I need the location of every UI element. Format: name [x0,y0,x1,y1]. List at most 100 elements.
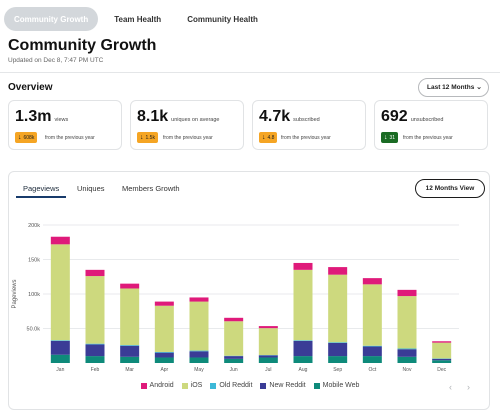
bar-segment [224,358,244,363]
chart-card: Pageviews Uniques Members Growth 12 Mont… [8,171,490,410]
arrow-down-icon: ↓ [18,134,22,141]
overview-heading: Overview [8,82,53,93]
prev-page-icon[interactable]: ‹ [449,382,452,392]
bar-segment [189,297,209,302]
bar-segment [120,288,140,346]
bar-segment [189,301,209,351]
x-tick-label: Nov [403,367,412,373]
chart-legend: Android iOS Old Reddit New Reddit Mobile Web [9,382,491,389]
bar-segment [154,357,174,363]
bar-segment [85,343,105,345]
bar-segment [224,317,244,322]
date-range-label: Last 12 Months [427,84,475,91]
bar-segment [328,342,348,357]
bar-segment [120,345,140,346]
tab-community-growth[interactable]: Community Growth [4,7,99,31]
bar-segment [85,276,105,344]
bar-segment [224,356,244,359]
bar-segment [120,345,140,357]
delta-value: 1.5k [145,134,155,141]
bar-segment [189,350,209,352]
delta-badge: ↓ 1.5k [137,132,158,143]
compare-text: from the previous year [45,135,95,141]
bar-segment [432,360,452,363]
bar-segment [397,296,417,349]
bar-segment [154,352,174,358]
x-tick-label: May [194,367,204,373]
legend-label: Mobile Web [322,382,360,389]
y-tick-label: 50.0k [27,327,41,333]
bar-segment [328,342,348,343]
legend-swatch [181,382,188,389]
bar-segment [50,340,70,341]
bar-segment [362,346,382,357]
delta-value: 608k [23,134,35,141]
bar-segment [328,274,348,343]
bar-segment [258,355,278,358]
bar-segment [154,305,174,352]
bar-segment [432,342,452,359]
arrow-down-icon: ↓ [140,134,144,141]
stat-card-subscribed: 4.7k subscribed ↓ 4.8 from the previous ye… [252,100,366,150]
legend-item[interactable]: New Reddit [260,382,306,389]
legend-item[interactable]: Android [140,382,174,389]
legend-swatch [140,382,147,389]
date-range-select[interactable]: Last 12 Months ⌄ [418,78,489,97]
stat-value: 692 [381,108,408,125]
x-tick-label: Feb [91,367,100,373]
bar-segment [397,349,417,357]
bar-segment [397,356,417,363]
delta-value: 4.8 [267,134,275,141]
bar-segment [50,354,70,363]
chart-tab-uniques[interactable]: Uniques [77,184,105,193]
pageviews-chart: 50.0k 100k 150k 200k Pageviews Jan Feb Mar Apr Ma… [12,223,459,373]
x-tick-label: Sep [333,367,342,373]
bar-segment [397,348,417,350]
stat-value: 4.7k [259,108,291,125]
tab-team-health[interactable]: Team Health [114,14,162,24]
bar-segment [258,326,278,329]
x-tick-label: Jul [265,367,271,373]
bar-segment [120,283,140,289]
stat-value: 8.1k [137,108,169,125]
bar-segment [85,269,105,277]
y-tick-label: 200k [28,223,40,229]
divider [0,72,500,73]
bar-segment [293,269,313,341]
legend-label: iOS [190,382,203,389]
stat-unit: subscribed [293,117,320,123]
delta-badge: ↓ 4.8 [259,132,278,143]
legend-item[interactable]: Old Reddit [210,382,252,389]
tab-community-health[interactable]: Community Health [187,14,258,24]
stat-unit: unsubscribed [410,117,444,123]
y-tick-label: 100k [28,292,40,298]
top-tab-bar: Community Growth Team Health Community H… [4,6,274,32]
x-tick-label: Dec [437,367,446,373]
compare-text: from the previous year [281,135,331,141]
twelve-months-view-button[interactable]: 12 Months View [415,179,485,198]
legend-item[interactable]: iOS [181,382,203,389]
delta-badge: ↓ 31 [381,132,399,143]
stat-unit: views [54,117,69,123]
page-title: Community Growth [8,37,157,54]
x-tick-label: Mar [125,367,134,373]
y-axis-label: Pageviews [12,279,18,308]
bar-segment [258,328,278,356]
x-tick-label: Oct [368,367,376,373]
bar-segment [328,267,348,275]
bar-segment [397,289,417,297]
bar-segment [362,356,382,363]
next-page-icon[interactable]: › [467,382,470,392]
compare-text: from the previous year [163,135,213,141]
legend-swatch [260,382,267,389]
bar-segment [293,356,313,363]
bar-segment [362,284,382,346]
chart-tab-members-growth[interactable]: Members Growth [122,184,180,193]
bar-segment [85,356,105,363]
bar-segment [328,356,348,363]
stat-value: 1.3m [15,108,52,125]
legend-item[interactable]: Mobile Web [313,382,360,389]
chart-tab-pageviews[interactable]: Pageviews [23,184,60,193]
bar-segment [85,344,105,357]
x-tick-label: Jan [56,367,64,373]
